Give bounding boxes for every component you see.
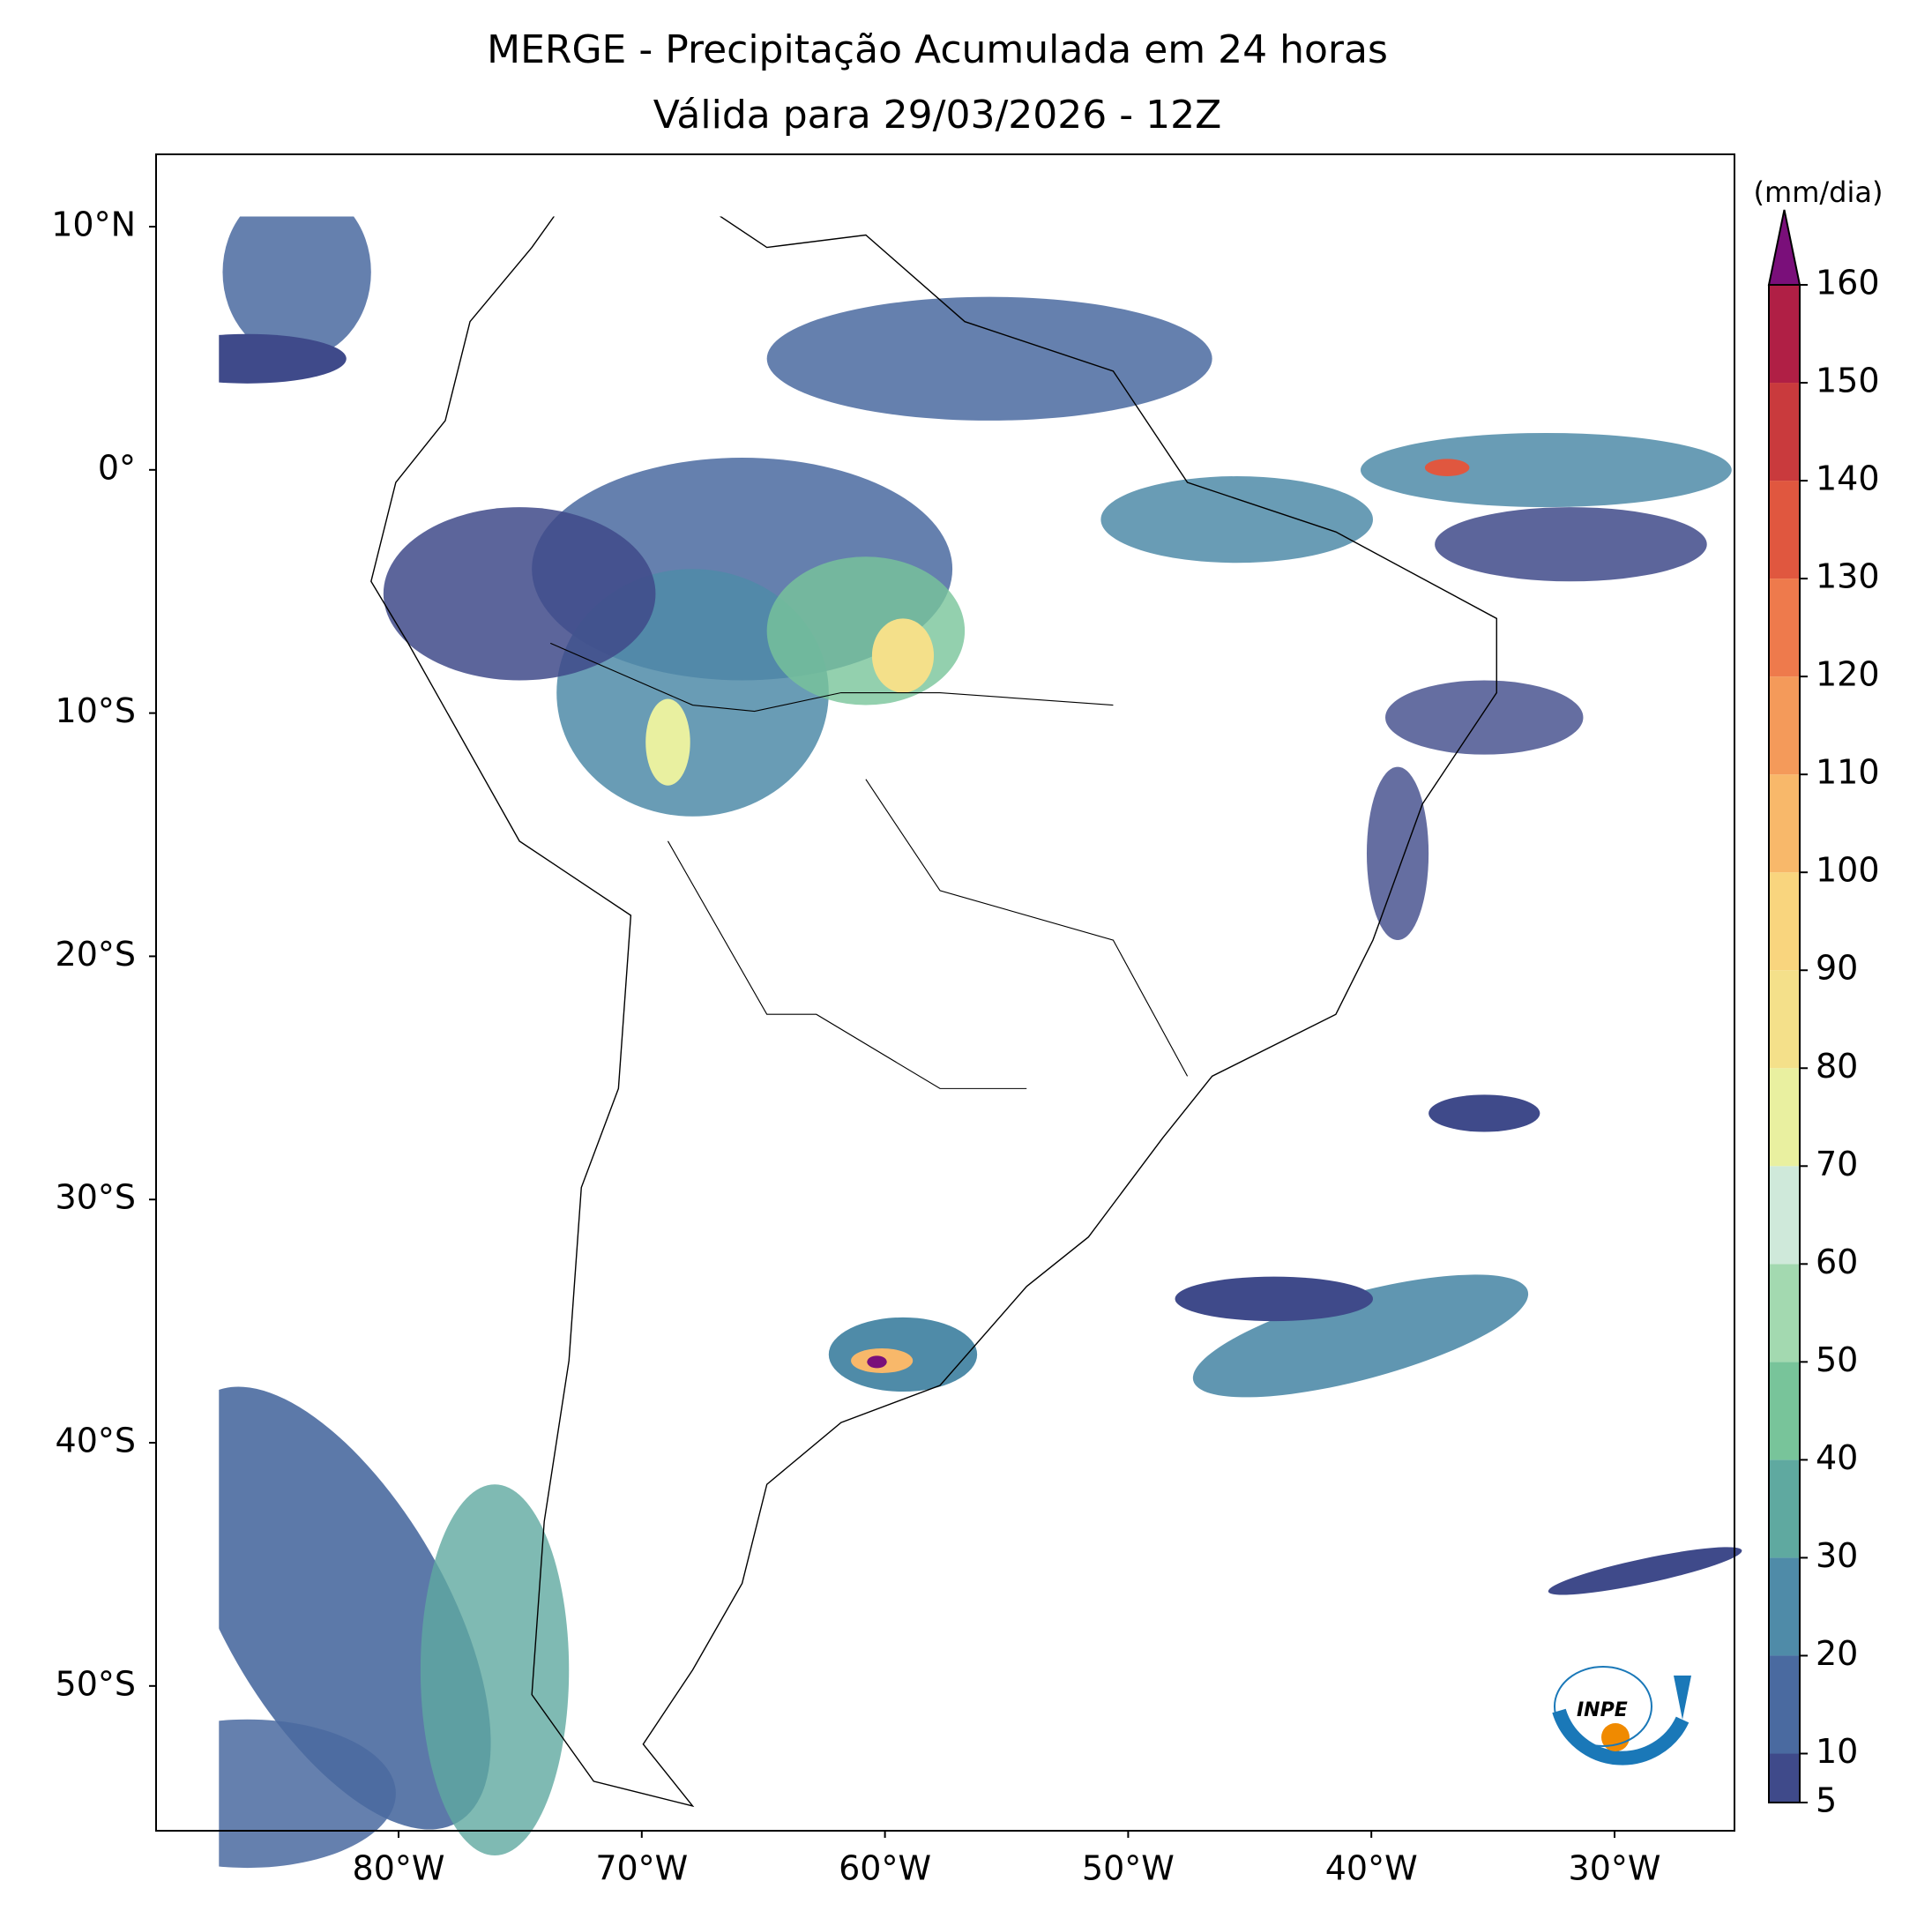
colorbar-tick-label: 110	[1816, 753, 1880, 792]
lon-tick-label: 70°W	[595, 1849, 688, 1888]
colorbar-tick-label: 50	[1816, 1340, 1858, 1379]
lon-tick-label: 50°W	[1082, 1849, 1175, 1888]
inpe-logo: INPE	[1552, 1666, 1691, 1765]
colorbar-band	[1769, 970, 1800, 1069]
colorbar-band	[1769, 1264, 1800, 1362]
colorbar-tick-label: 120	[1816, 655, 1880, 694]
colorbar-band	[1769, 1753, 1800, 1803]
colorbar-band	[1769, 1166, 1800, 1265]
colorbar: (mm/dia) 5 10 20 30 40 50 60 70 80 90 100 110 120 130…	[1754, 175, 1884, 1820]
colorbar-band	[1769, 774, 1800, 873]
colorbar-tick-label: 130	[1816, 557, 1880, 596]
colorbar-band	[1769, 872, 1800, 971]
colorbar-band	[1769, 676, 1800, 775]
colorbar-tick-label: 70	[1816, 1145, 1858, 1183]
lat-tick-label: 10°S	[56, 691, 136, 730]
lon-tick-label: 60°W	[839, 1849, 931, 1888]
colorbar-unit: (mm/dia)	[1754, 175, 1884, 209]
lon-tick-label: 30°W	[1569, 1849, 1661, 1888]
lat-tick-label: 20°S	[56, 935, 136, 974]
precipitation-field	[219, 216, 1742, 1869]
lat-tick-label: 10°N	[51, 205, 136, 244]
colorbar-tick-label: 30	[1816, 1536, 1858, 1575]
colorbar-band	[1769, 1068, 1800, 1167]
colorbar-frame	[1768, 284, 1801, 1803]
colorbar-band	[1769, 285, 1800, 384]
colorbar-tick-label: 140	[1816, 459, 1880, 498]
colorbar-band	[1769, 579, 1800, 677]
colorbar-tick-label: 80	[1816, 1047, 1858, 1086]
colorbar-tick-label: 150	[1816, 362, 1880, 400]
lat-tick-label: 50°S	[56, 1664, 136, 1703]
colorbar-tick-label: 160	[1816, 264, 1880, 302]
lat-tick-label: 30°S	[56, 1178, 136, 1217]
subtitle: Válida para 29/03/2026 - 12Z	[653, 93, 1222, 138]
colorbar-band	[1769, 481, 1800, 579]
colorbar-band	[1769, 1655, 1800, 1754]
map: 10°N 0° 10°S 20°S 30°S 40°S 50°S 80°W 70°W 60°W 5…	[51, 153, 1742, 1888]
colorbar-tick-label: 90	[1816, 949, 1858, 988]
logo-text: INPE	[1577, 1699, 1628, 1721]
colorbar-band	[1769, 1362, 1800, 1460]
colorbar-tick-label: 10	[1816, 1732, 1858, 1771]
colorbar-tick-label: 5	[1816, 1781, 1837, 1820]
colorbar-tick-label: 20	[1816, 1634, 1858, 1673]
colorbar-tick-label: 60	[1816, 1243, 1858, 1281]
lat-tick-label: 40°S	[56, 1422, 136, 1460]
lon-tick-label: 40°W	[1325, 1849, 1418, 1888]
lat-tick-label: 0°	[98, 448, 136, 487]
lon-tick-label: 80°W	[353, 1849, 445, 1888]
colorbar-band	[1769, 383, 1800, 481]
colorbar-band	[1769, 1459, 1800, 1558]
colorbar-band	[1769, 1557, 1800, 1656]
title: MERGE - Precipitação Acumulada em 24 hor…	[487, 27, 1388, 72]
colorbar-extension	[1767, 209, 1801, 286]
colorbar-tick-label: 100	[1816, 851, 1880, 890]
colorbar-tick-label: 40	[1816, 1438, 1858, 1477]
map-frame	[155, 153, 1735, 1832]
